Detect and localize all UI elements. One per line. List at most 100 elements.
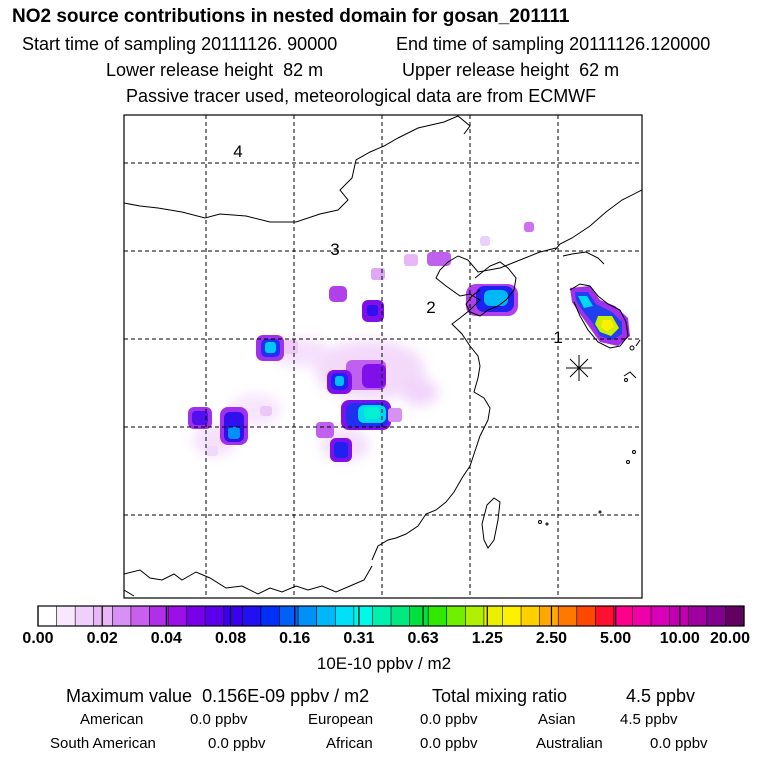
american-value: 0.0 ppbv <box>190 711 248 728</box>
colorbar-swatch <box>428 606 448 626</box>
release-lower-value: 82 m <box>283 60 324 80</box>
plume <box>480 236 490 246</box>
colorbar-swatch <box>279 606 299 626</box>
small-islands <box>538 345 636 526</box>
total-mixing-ratio: Total mixing ratio <box>432 686 567 707</box>
receptor-asterisk-icon <box>566 355 592 381</box>
colorbar-swatch <box>75 606 95 626</box>
plume <box>578 296 593 308</box>
coastline-lines <box>124 115 642 597</box>
colorbar-swatch <box>521 606 541 626</box>
colorbar-tick-label: 0.31 <box>343 630 375 647</box>
total-mixing-ratio-value: 4.5 ppbv <box>626 686 696 706</box>
australian-value: 0.0 ppbv <box>650 735 708 752</box>
colorbar-tick-label: 2.50 <box>535 630 568 647</box>
release-lower-label: Lower release height <box>106 60 274 80</box>
region-label: 4 <box>233 142 242 161</box>
plume <box>362 364 386 388</box>
colorbar-swatch <box>391 606 411 626</box>
plume <box>601 320 614 331</box>
colorbar-swatch <box>576 606 596 626</box>
sampling-start-value: 20111126. 90000 <box>201 34 338 54</box>
sampling-end-label: End time of sampling <box>396 34 565 54</box>
plume <box>335 376 344 386</box>
release-upper: Upper release height 62 m <box>402 60 619 81</box>
colorbar-swatch <box>149 606 169 626</box>
max-value: Maximum value 0.156E-09 ppbv / m2 <box>66 686 369 707</box>
colorbar-swatch <box>706 606 726 626</box>
colorbar-tick-label: 0.63 <box>407 630 439 647</box>
release-upper-value: 62 m <box>579 60 620 80</box>
colorbar-tick-label: 1.25 <box>471 630 503 647</box>
colorbar-swatch <box>316 606 336 626</box>
colorbar-swatch <box>483 606 503 626</box>
colorbar-swatch <box>93 606 113 626</box>
colorbar-swatch <box>112 606 132 626</box>
south-american-label: South American <box>50 735 156 752</box>
colorbar-swatch <box>613 606 634 626</box>
colorbar-swatch <box>632 606 652 626</box>
asian-label: Asian <box>538 711 576 728</box>
colorbar-tick-label: 20.00 <box>709 630 751 647</box>
south-american-value: 0.0 ppbv <box>208 735 266 752</box>
plume <box>364 407 380 419</box>
release-upper-label: Upper release height <box>402 60 570 80</box>
colorbar-swatch <box>38 606 58 626</box>
plume <box>524 222 534 232</box>
colorbar-swatch <box>168 606 188 626</box>
colorbar-swatch <box>688 606 708 626</box>
colorbar-swatch <box>465 606 485 626</box>
colorbar-swatch <box>260 606 281 626</box>
region-label: 2 <box>426 298 435 317</box>
plume <box>228 427 240 439</box>
page-title: NO2 source contributions in nested domai… <box>12 6 570 27</box>
plume <box>329 286 347 302</box>
plume <box>427 252 451 266</box>
colorbar-swatch <box>595 606 615 626</box>
max-value-label: Maximum value <box>66 686 193 706</box>
colorbar-swatch <box>502 606 522 626</box>
plume <box>316 422 334 438</box>
plume <box>484 290 508 306</box>
colorbar-swatch <box>186 606 206 626</box>
colorbar-swatch <box>335 606 355 626</box>
colorbar-swatch <box>205 606 225 626</box>
sampling-end-value: 20111126.120000 <box>569 34 711 54</box>
colorbar-swatch <box>558 606 578 626</box>
colorbar-tick-label: 5.00 <box>600 630 632 647</box>
african-label: African <box>326 735 373 752</box>
colorbar-tick-label: 0.00 <box>22 630 54 647</box>
tracer-note: Passive tracer used, meteorological data… <box>126 86 597 106</box>
lat-lon-grid <box>124 115 642 598</box>
european-label: European <box>308 711 374 728</box>
colorbar-swatch <box>298 606 318 626</box>
plume <box>260 406 272 416</box>
sampling-start-label: Start time of sampling <box>22 34 197 54</box>
colorbar-swatch <box>130 606 150 626</box>
colorbar-swatch <box>353 606 373 626</box>
australian-label: Australian <box>536 735 603 752</box>
region-label: 1 <box>553 328 562 347</box>
plume <box>371 268 385 280</box>
colorbar-swatch <box>56 606 76 626</box>
plume <box>404 254 418 266</box>
colorbar-swatch <box>539 606 559 626</box>
colorbar-units: 10E-10 ppbv / m2 <box>316 654 452 673</box>
colorbar-swatch <box>372 606 392 626</box>
plume <box>388 408 402 422</box>
plume <box>334 442 348 458</box>
region-label: 3 <box>330 240 339 259</box>
release-lower: Lower release height 82 m <box>106 60 323 81</box>
colorbar-swatch <box>651 606 671 626</box>
colorbar-swatch <box>446 606 466 626</box>
colorbar-tick-label: 0.04 <box>150 630 182 647</box>
colorbar-swatch <box>242 606 262 626</box>
colorbar-frame <box>37 605 745 627</box>
total-mixing-ratio-label: Total mixing ratio <box>432 686 568 706</box>
asian-value: 4.5 ppbv <box>620 711 678 728</box>
map-frame <box>123 114 643 599</box>
colorbar-tick-label: 0.08 <box>214 630 247 647</box>
colorbar-swatch <box>725 606 745 626</box>
plume <box>192 411 208 425</box>
